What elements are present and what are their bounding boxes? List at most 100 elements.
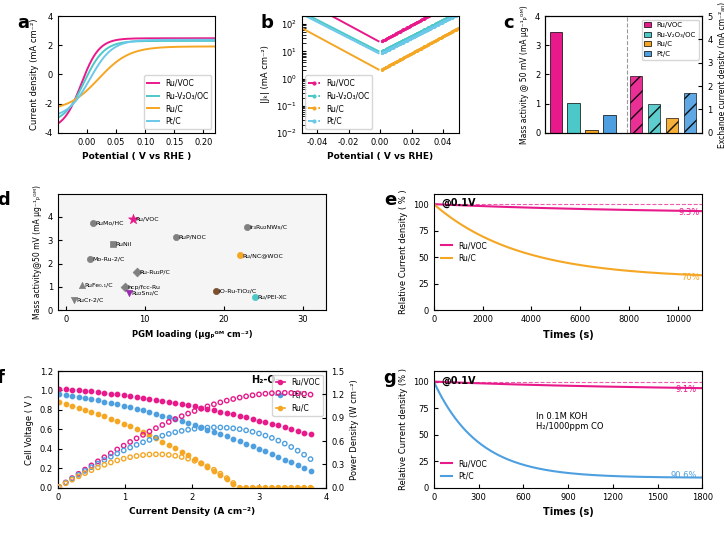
- Point: [253, 483, 265, 492]
- Point: [266, 483, 278, 492]
- Point: [208, 428, 219, 436]
- Point: [189, 421, 201, 429]
- Point: [210, 287, 222, 295]
- Point: [54, 398, 65, 407]
- Point: [85, 407, 97, 416]
- Point: [253, 444, 265, 453]
- Point: [189, 402, 201, 411]
- Point: [208, 406, 219, 415]
- Text: 9.1%: 9.1%: [675, 385, 697, 394]
- Text: hcp/fcc-Ru: hcp/fcc-Ru: [127, 285, 161, 290]
- Point: [143, 431, 155, 440]
- Point: [182, 410, 194, 418]
- Point: [298, 483, 310, 492]
- Point: [234, 437, 245, 445]
- Point: [242, 223, 253, 232]
- Point: [150, 424, 161, 433]
- Point: [182, 426, 194, 434]
- Text: e: e: [384, 191, 396, 209]
- Point: [266, 483, 278, 492]
- Point: [195, 459, 207, 467]
- Point: [127, 214, 139, 223]
- Point: [272, 483, 284, 492]
- Point: [143, 450, 155, 459]
- Point: [98, 389, 110, 397]
- Point: [260, 418, 272, 427]
- Point: [305, 455, 316, 464]
- Point: [214, 407, 226, 416]
- Point: [60, 390, 72, 399]
- Point: [195, 423, 207, 431]
- Text: @0.1V: @0.1V: [442, 198, 476, 209]
- Point: [272, 452, 284, 461]
- Point: [292, 483, 303, 492]
- Text: RuFe₀.₁/C: RuFe₀.₁/C: [84, 282, 113, 288]
- Point: [221, 475, 232, 484]
- X-axis label: Times (s): Times (s): [543, 507, 594, 517]
- Point: [105, 389, 117, 398]
- Point: [272, 389, 284, 397]
- Point: [169, 444, 181, 452]
- Point: [202, 402, 214, 411]
- Point: [107, 240, 119, 249]
- Point: [156, 431, 168, 440]
- Point: [125, 443, 136, 452]
- Point: [176, 400, 188, 408]
- Legend: Ru/VOC, Ru-V₂O₃/OC, Ru/C, Pt/C: Ru/VOC, Ru-V₂O₃/OC, Ru/C, Pt/C: [306, 76, 372, 129]
- Point: [138, 451, 149, 459]
- Point: [125, 438, 136, 446]
- Point: [292, 427, 303, 435]
- Point: [118, 401, 130, 410]
- Point: [169, 451, 181, 460]
- Point: [227, 410, 239, 419]
- Point: [171, 233, 182, 242]
- Point: [163, 398, 174, 406]
- Point: [111, 400, 123, 408]
- Point: [67, 385, 78, 394]
- Point: [54, 482, 65, 491]
- Point: [105, 414, 117, 423]
- Text: @0.1V: @0.1V: [442, 376, 476, 386]
- Point: [247, 483, 258, 492]
- Point: [138, 428, 149, 436]
- Point: [189, 407, 201, 415]
- X-axis label: PGM loading (μgₚᴳᴹ cm⁻²): PGM loading (μgₚᴳᴹ cm⁻²): [132, 330, 253, 339]
- Y-axis label: Exchange current density (mA cm⁻²ₐₙ): Exchange current density (mA cm⁻²ₐₙ): [718, 2, 724, 147]
- Point: [85, 387, 97, 396]
- Point: [298, 464, 310, 473]
- Point: [119, 283, 131, 292]
- Point: [98, 460, 110, 469]
- Point: [272, 436, 284, 445]
- Bar: [665, 118, 678, 133]
- Point: [305, 467, 316, 475]
- Point: [73, 404, 85, 412]
- Point: [67, 475, 78, 484]
- Point: [208, 400, 219, 408]
- Point: [138, 393, 149, 402]
- Point: [150, 434, 161, 443]
- Point: [79, 405, 90, 414]
- Point: [298, 483, 310, 492]
- Point: [92, 410, 104, 418]
- Point: [79, 386, 90, 395]
- Point: [279, 455, 290, 464]
- Text: RuNiI: RuNiI: [116, 242, 132, 247]
- Point: [125, 392, 136, 400]
- Point: [123, 289, 135, 298]
- Point: [214, 398, 226, 407]
- Point: [260, 431, 272, 440]
- Point: [60, 400, 72, 408]
- Point: [272, 483, 284, 492]
- Point: [266, 450, 278, 458]
- Point: [131, 441, 143, 449]
- Point: [214, 471, 226, 480]
- Point: [131, 452, 143, 460]
- Point: [208, 467, 219, 475]
- Point: [202, 463, 214, 471]
- Text: 90.6%: 90.6%: [670, 472, 697, 480]
- Point: [285, 425, 297, 433]
- Point: [305, 390, 316, 399]
- Point: [292, 446, 303, 455]
- Point: [68, 296, 80, 305]
- Point: [131, 425, 143, 434]
